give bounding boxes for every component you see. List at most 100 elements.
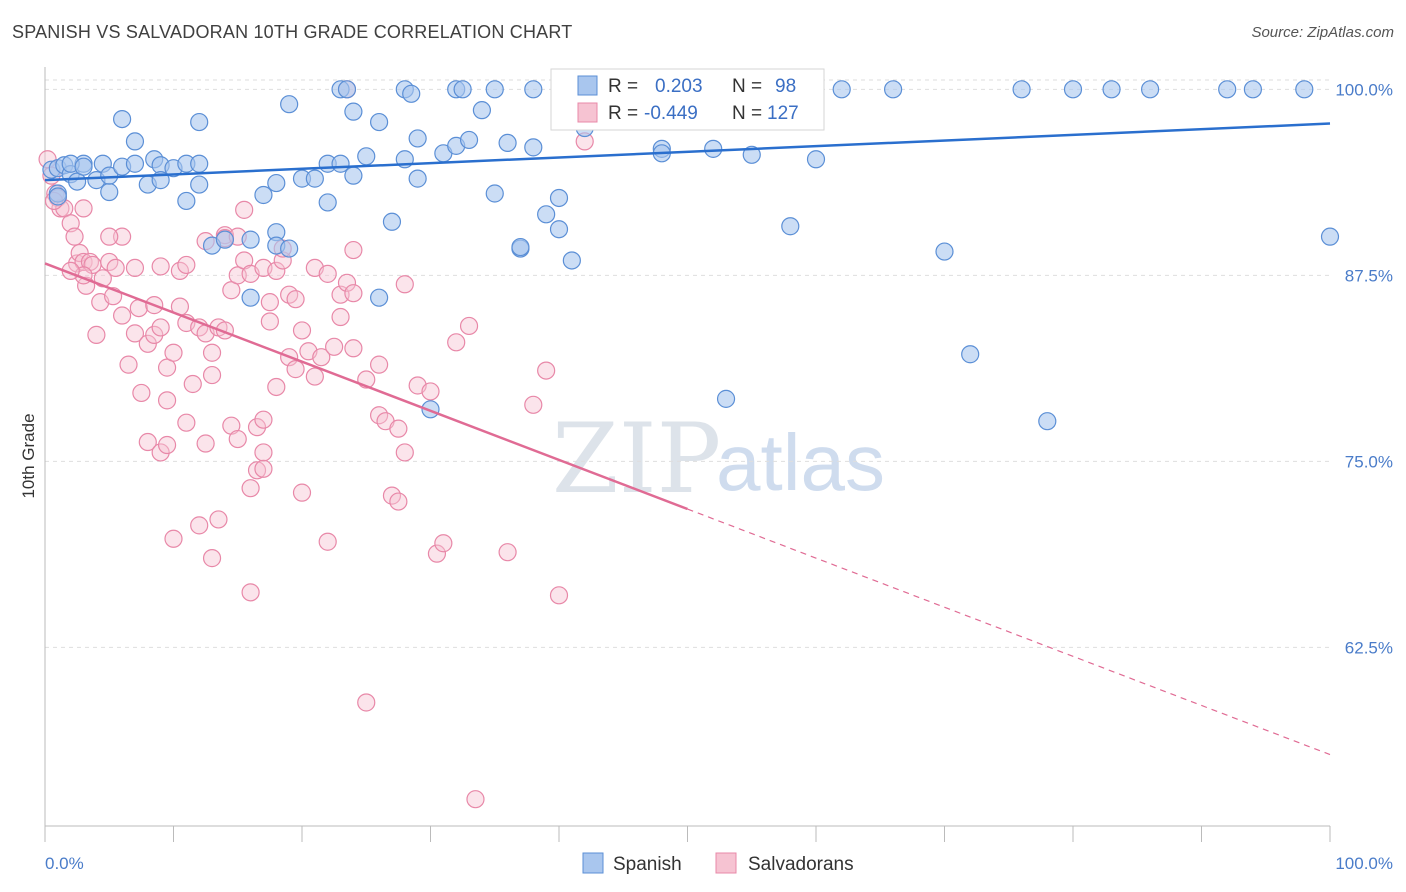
salvadoran-point — [164, 343, 183, 362]
spanish-point — [344, 166, 363, 185]
salvadoran-point — [235, 200, 254, 219]
trend-lines — [44, 122, 1331, 756]
salvadoran-point — [125, 258, 145, 278]
spanish-point — [537, 205, 556, 224]
salvadoran-point — [125, 324, 145, 343]
salvadoran-point — [292, 483, 312, 502]
salvadoran-point — [247, 461, 267, 480]
spanish-point — [318, 193, 337, 212]
salvadoran-point — [267, 377, 286, 397]
spanish-point — [280, 239, 299, 258]
salvadoran-point — [157, 435, 177, 455]
salvadoran-point — [138, 432, 157, 452]
salvadoran-point — [466, 790, 485, 809]
spanish-point — [408, 169, 427, 188]
spanish-point — [883, 80, 903, 99]
salvadoran-point — [357, 693, 376, 712]
spanish-point — [1243, 80, 1263, 99]
spanish-point — [704, 139, 723, 158]
salvadoran-point — [190, 516, 209, 535]
salvadoran-point — [292, 321, 312, 340]
salvadoran-point — [344, 339, 363, 358]
spanish-point — [190, 154, 209, 173]
salvadoran-point — [151, 443, 170, 462]
y-tick-label: 87.5% — [1345, 266, 1393, 285]
salvadoran-point — [61, 214, 80, 233]
salvadoran-trend-line — [44, 262, 688, 511]
spanish-point — [125, 154, 145, 173]
y-tick-label: 62.5% — [1345, 638, 1393, 657]
stats-legend: R = 0.203 N = 98 R = -0.449 N = 127 — [550, 68, 825, 131]
salvadoran-point — [337, 273, 357, 292]
spanish-point — [331, 154, 350, 173]
spanish-point — [215, 230, 234, 249]
salvadoran-point — [202, 365, 222, 385]
salvadoran-point — [177, 255, 196, 275]
spanish-point — [961, 345, 980, 364]
salvadoran-point — [151, 318, 170, 337]
salvadoran-point — [74, 199, 93, 218]
salvadoran-point — [537, 361, 556, 380]
spanish-point — [472, 101, 491, 120]
spanish-point — [1218, 80, 1237, 99]
salvadoran-point — [100, 227, 119, 246]
salvadoran-point — [286, 360, 305, 379]
salvadoran-point — [344, 240, 363, 260]
y-tick-label: 75.0% — [1345, 452, 1393, 471]
salvadoran-point — [209, 510, 228, 529]
legend-n-label-salvadoran: N = — [732, 103, 762, 124]
spanish-point — [357, 147, 376, 166]
salvadoran-point — [389, 419, 408, 438]
salvadoran-point — [151, 257, 170, 276]
salvadoran-point — [87, 325, 106, 344]
salvadoran-point — [164, 529, 183, 548]
spanish-point — [74, 157, 93, 176]
salvadoran-point — [119, 355, 138, 374]
legend-n-label-spanish: N = — [732, 76, 762, 97]
spanish-point — [716, 389, 736, 408]
spanish-point — [562, 251, 581, 270]
salvadoran-point — [241, 583, 260, 602]
spanish-point — [485, 80, 504, 99]
salvadoran-point — [549, 586, 569, 605]
salvadoran-point — [524, 395, 543, 414]
salvadoran-point — [286, 290, 305, 309]
salvadoran-point — [459, 316, 479, 336]
salvadoran-point — [325, 337, 344, 356]
spanish-point — [177, 191, 196, 211]
spanish-point — [280, 95, 299, 114]
spanish-point — [408, 129, 427, 148]
spanish-point — [1295, 80, 1314, 99]
spanish-point — [337, 80, 357, 99]
series-legend: Spanish Salvadorans — [582, 852, 854, 875]
salvadoran-point — [157, 391, 177, 410]
salvadoran-point — [65, 227, 84, 246]
salvadoran-point — [70, 243, 89, 263]
salvadoran-points — [38, 80, 594, 809]
salvadoran-point — [260, 293, 279, 312]
spanish-point — [305, 169, 324, 188]
salvadoran-point — [427, 544, 447, 563]
spanish-trend-line — [44, 122, 1331, 182]
spanish-point — [832, 80, 851, 99]
spanish-point — [241, 230, 260, 249]
gridlines — [45, 79, 1330, 648]
spanish-point — [742, 145, 761, 164]
salvadoran-point — [138, 334, 157, 353]
legend-r-value-salvadoran: -0.449 — [644, 103, 698, 124]
x-tick-label: 0.0% — [45, 854, 84, 873]
salvadoran-point — [305, 367, 324, 386]
salvadoran-trend-extension — [687, 508, 1331, 756]
salvadoran-point — [132, 383, 151, 403]
spanish-point — [1063, 80, 1083, 99]
y-axis-label: 10th Grade — [19, 413, 38, 498]
legend-swatch-spanish — [577, 75, 598, 96]
spanish-point — [112, 109, 132, 129]
salvadoran-point — [254, 410, 273, 429]
legend-n-value-spanish: 98 — [775, 76, 796, 97]
salvadoran-point — [267, 261, 286, 280]
spanish-point — [781, 217, 800, 236]
salvadoran-point — [228, 429, 247, 449]
salvadoran-point — [177, 413, 196, 432]
